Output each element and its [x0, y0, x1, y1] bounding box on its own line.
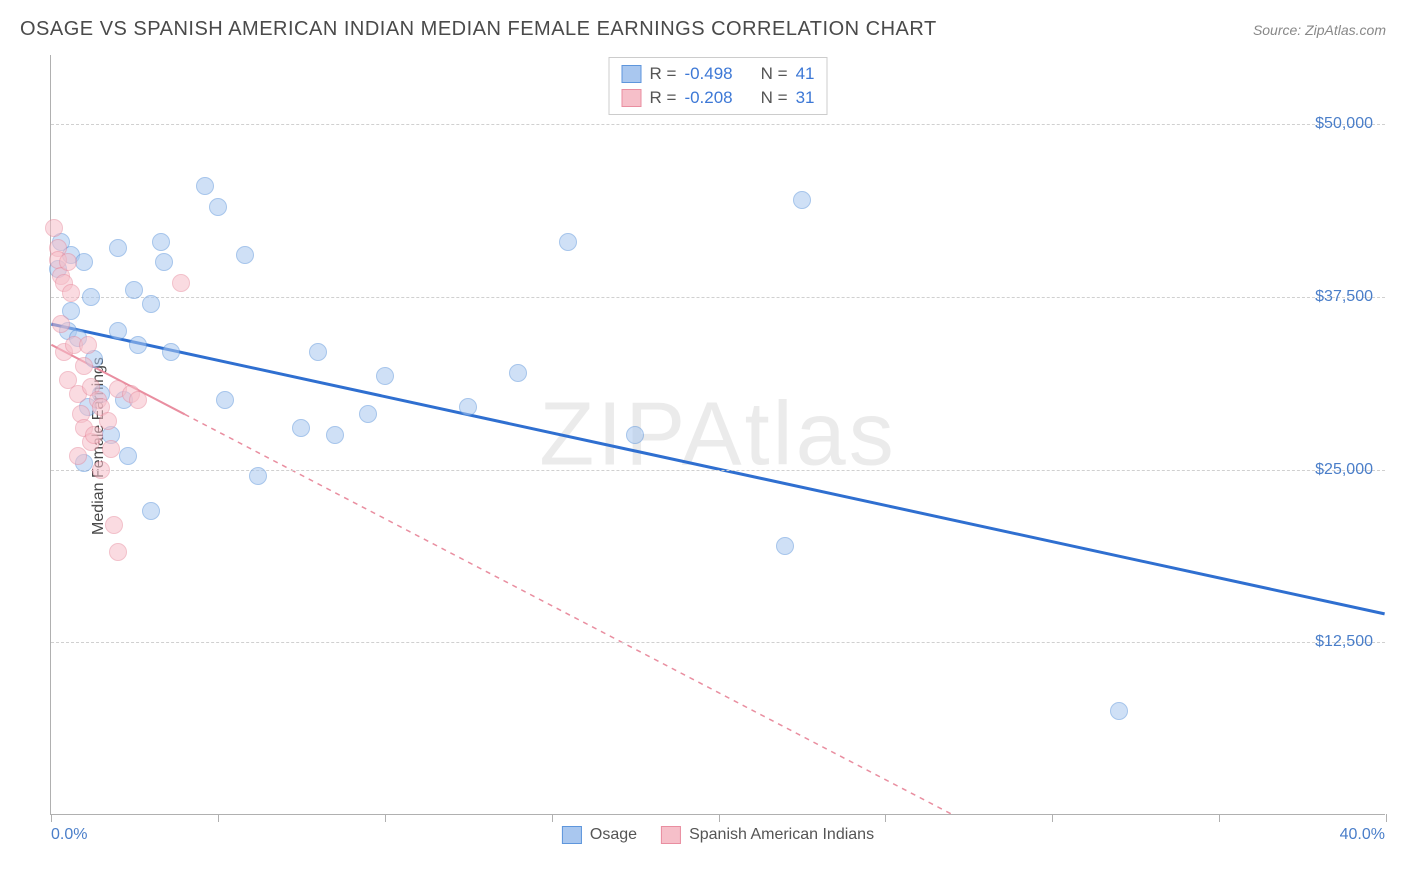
scatter-point: [776, 537, 794, 555]
y-tick-label: $37,500: [1315, 288, 1373, 306]
regression-lines-layer: [51, 55, 1385, 814]
scatter-point: [793, 191, 811, 209]
series-legend: Osage Spanish American Indians: [562, 826, 874, 844]
scatter-point: [162, 343, 180, 361]
chart-title: OSAGE VS SPANISH AMERICAN INDIAN MEDIAN …: [20, 18, 937, 41]
scatter-point: [102, 440, 120, 458]
scatter-point: [82, 288, 100, 306]
x-tick: [1219, 814, 1220, 822]
stat-r-label: R =: [650, 64, 677, 84]
scatter-point: [1110, 702, 1128, 720]
legend-swatch: [562, 826, 582, 844]
scatter-point: [129, 336, 147, 354]
scatter-point: [109, 239, 127, 257]
scatter-point: [326, 426, 344, 444]
x-tick: [719, 814, 720, 822]
stat-n-value: 31: [796, 88, 815, 108]
stat-r-value: -0.498: [684, 64, 732, 84]
scatter-point: [196, 177, 214, 195]
scatter-point: [172, 274, 190, 292]
x-tick: [218, 814, 219, 822]
stat-r-label: R =: [650, 88, 677, 108]
y-tick-label: $12,500: [1315, 633, 1373, 651]
x-tick: [885, 814, 886, 822]
source-name: ZipAtlas.com: [1305, 22, 1386, 38]
scatter-point: [109, 543, 127, 561]
legend-swatch: [622, 89, 642, 107]
gridline-h: [51, 124, 1385, 125]
stat-n-label: N =: [761, 88, 788, 108]
scatter-point: [69, 447, 87, 465]
plot-area: ZIPAtlas R =-0.498N =41R =-0.208N =31 Os…: [50, 55, 1385, 815]
scatter-point: [155, 253, 173, 271]
stat-n-value: 41: [796, 64, 815, 84]
legend-swatch: [661, 826, 681, 844]
scatter-point: [62, 284, 80, 302]
scatter-point: [626, 426, 644, 444]
regression-line-extrapolated: [185, 414, 952, 814]
gridline-h: [51, 297, 1385, 298]
scatter-point: [45, 219, 63, 237]
scatter-point: [59, 253, 77, 271]
y-tick-label: $25,000: [1315, 461, 1373, 479]
scatter-point: [376, 367, 394, 385]
legend-swatch: [622, 65, 642, 83]
scatter-point: [142, 502, 160, 520]
source-attribution: Source: ZipAtlas.com: [1253, 22, 1386, 38]
x-axis-max-label: 40.0%: [1340, 826, 1385, 844]
series-legend-item: Spanish American Indians: [661, 826, 874, 844]
stats-legend-row: R = -0.498 N = 41: [622, 62, 815, 86]
scatter-point: [92, 461, 110, 479]
x-axis-min-label: 0.0%: [51, 826, 87, 844]
x-tick: [385, 814, 386, 822]
scatter-point: [75, 357, 93, 375]
scatter-point: [459, 398, 477, 416]
scatter-point: [79, 336, 97, 354]
series-legend-item: Osage: [562, 826, 637, 844]
scatter-point: [75, 253, 93, 271]
scatter-point: [209, 198, 227, 216]
chart-header: OSAGE VS SPANISH AMERICAN INDIAN MEDIAN …: [20, 18, 1386, 41]
scatter-point: [105, 516, 123, 534]
scatter-point: [236, 246, 254, 264]
scatter-point: [292, 419, 310, 437]
scatter-point: [85, 426, 103, 444]
x-tick: [1052, 814, 1053, 822]
y-tick-label: $50,000: [1315, 115, 1373, 133]
watermark: ZIPAtlas: [539, 383, 896, 486]
source-label: Source:: [1253, 22, 1305, 38]
stat-r-value: -0.208: [684, 88, 732, 108]
scatter-point: [309, 343, 327, 361]
x-tick: [1386, 814, 1387, 822]
scatter-point: [509, 364, 527, 382]
x-tick: [552, 814, 553, 822]
x-tick: [51, 814, 52, 822]
stat-n-label: N =: [761, 64, 788, 84]
scatter-point: [119, 447, 137, 465]
scatter-point: [129, 391, 147, 409]
scatter-point: [216, 391, 234, 409]
scatter-point: [249, 467, 267, 485]
chart-container: OSAGE VS SPANISH AMERICAN INDIAN MEDIAN …: [0, 0, 1406, 892]
scatter-point: [109, 322, 127, 340]
series-name: Spanish American Indians: [689, 826, 874, 844]
scatter-point: [52, 315, 70, 333]
series-name: Osage: [590, 826, 637, 844]
scatter-point: [152, 233, 170, 251]
correlation-stats-legend: R = -0.498 N = 41 R = -0.208 N = 31: [609, 57, 828, 115]
gridline-h: [51, 642, 1385, 643]
scatter-point: [99, 412, 117, 430]
scatter-point: [559, 233, 577, 251]
scatter-point: [142, 295, 160, 313]
stats-legend-row: R = -0.208 N = 31: [622, 86, 815, 110]
scatter-point: [125, 281, 143, 299]
scatter-point: [359, 405, 377, 423]
